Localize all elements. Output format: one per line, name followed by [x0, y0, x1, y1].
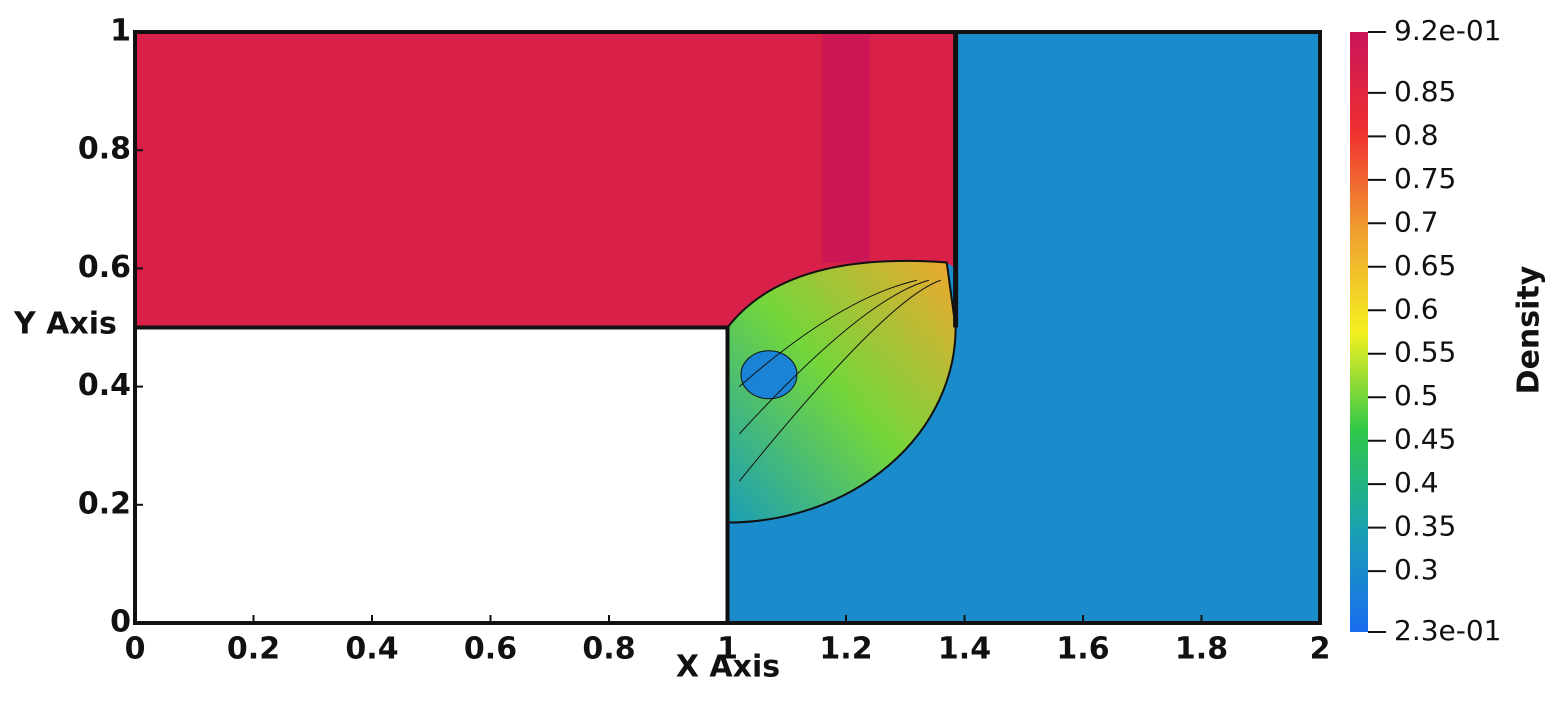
colorbar-tick-label: 0.45	[1394, 423, 1456, 456]
colorbar-tick-label: 0.4	[1394, 466, 1439, 499]
x-axis-label: X Axis	[676, 650, 780, 685]
x-tick-label: 0.8	[582, 632, 635, 667]
contour-line	[738, 279, 941, 482]
y-tick-label: 0.4	[78, 368, 131, 403]
x-tick-label: 1.4	[938, 632, 991, 667]
contour-line	[739, 279, 918, 387]
colorbar-tick-label: 9.2e-01	[1394, 14, 1502, 47]
y-tick-label: 0.8	[78, 132, 131, 167]
x-tick-label: 0	[125, 632, 146, 667]
x-tick-label: 1.2	[819, 632, 872, 667]
colorbar-tick-label: 0.5	[1394, 379, 1439, 412]
colorbar-tick-label: 0.75	[1394, 162, 1456, 195]
colorbar-tick-label: 0.8	[1394, 118, 1439, 151]
x-tick-label: 0.4	[345, 632, 398, 667]
colorbar-tick-label: 2.3e-01	[1394, 614, 1502, 647]
field-region	[822, 32, 870, 263]
field	[135, 32, 1320, 623]
obstacle	[135, 327, 728, 623]
y-axis-label: Y Axis	[13, 307, 117, 342]
colorbar-tick-label: 0.7	[1394, 205, 1439, 238]
obstacle-border	[135, 325, 730, 623]
colorbar-label: Density	[1512, 265, 1547, 394]
field-region	[740, 350, 798, 400]
colorbar-tick-label: 0.55	[1394, 336, 1456, 369]
colorbar-tick-label: 0.35	[1394, 510, 1456, 543]
colorbar	[1350, 32, 1368, 632]
field-bubble	[726, 259, 957, 524]
x-tick-label: 1.8	[1175, 632, 1228, 667]
colorbar-tick-label: 0.3	[1394, 553, 1439, 586]
x-tick-label: 1.6	[1056, 632, 1109, 667]
field-region	[135, 32, 956, 328]
x-tick-label: 0.2	[227, 632, 280, 667]
x-tick-label: 2	[1310, 632, 1331, 667]
colorbar-tick-label: 0.6	[1394, 292, 1439, 325]
colorbar-tick-label: 0.85	[1394, 75, 1456, 108]
y-tick-label: 0.6	[78, 250, 131, 285]
x-tick-label: 1	[717, 632, 738, 667]
y-tick-label: 1	[110, 14, 131, 49]
contour-line	[738, 279, 930, 435]
y-tick-label: 0.2	[78, 486, 131, 521]
x-tick-label: 0.6	[464, 632, 517, 667]
y-tick-label: 0	[110, 605, 131, 640]
colorbar-tick-label: 0.65	[1394, 249, 1456, 282]
